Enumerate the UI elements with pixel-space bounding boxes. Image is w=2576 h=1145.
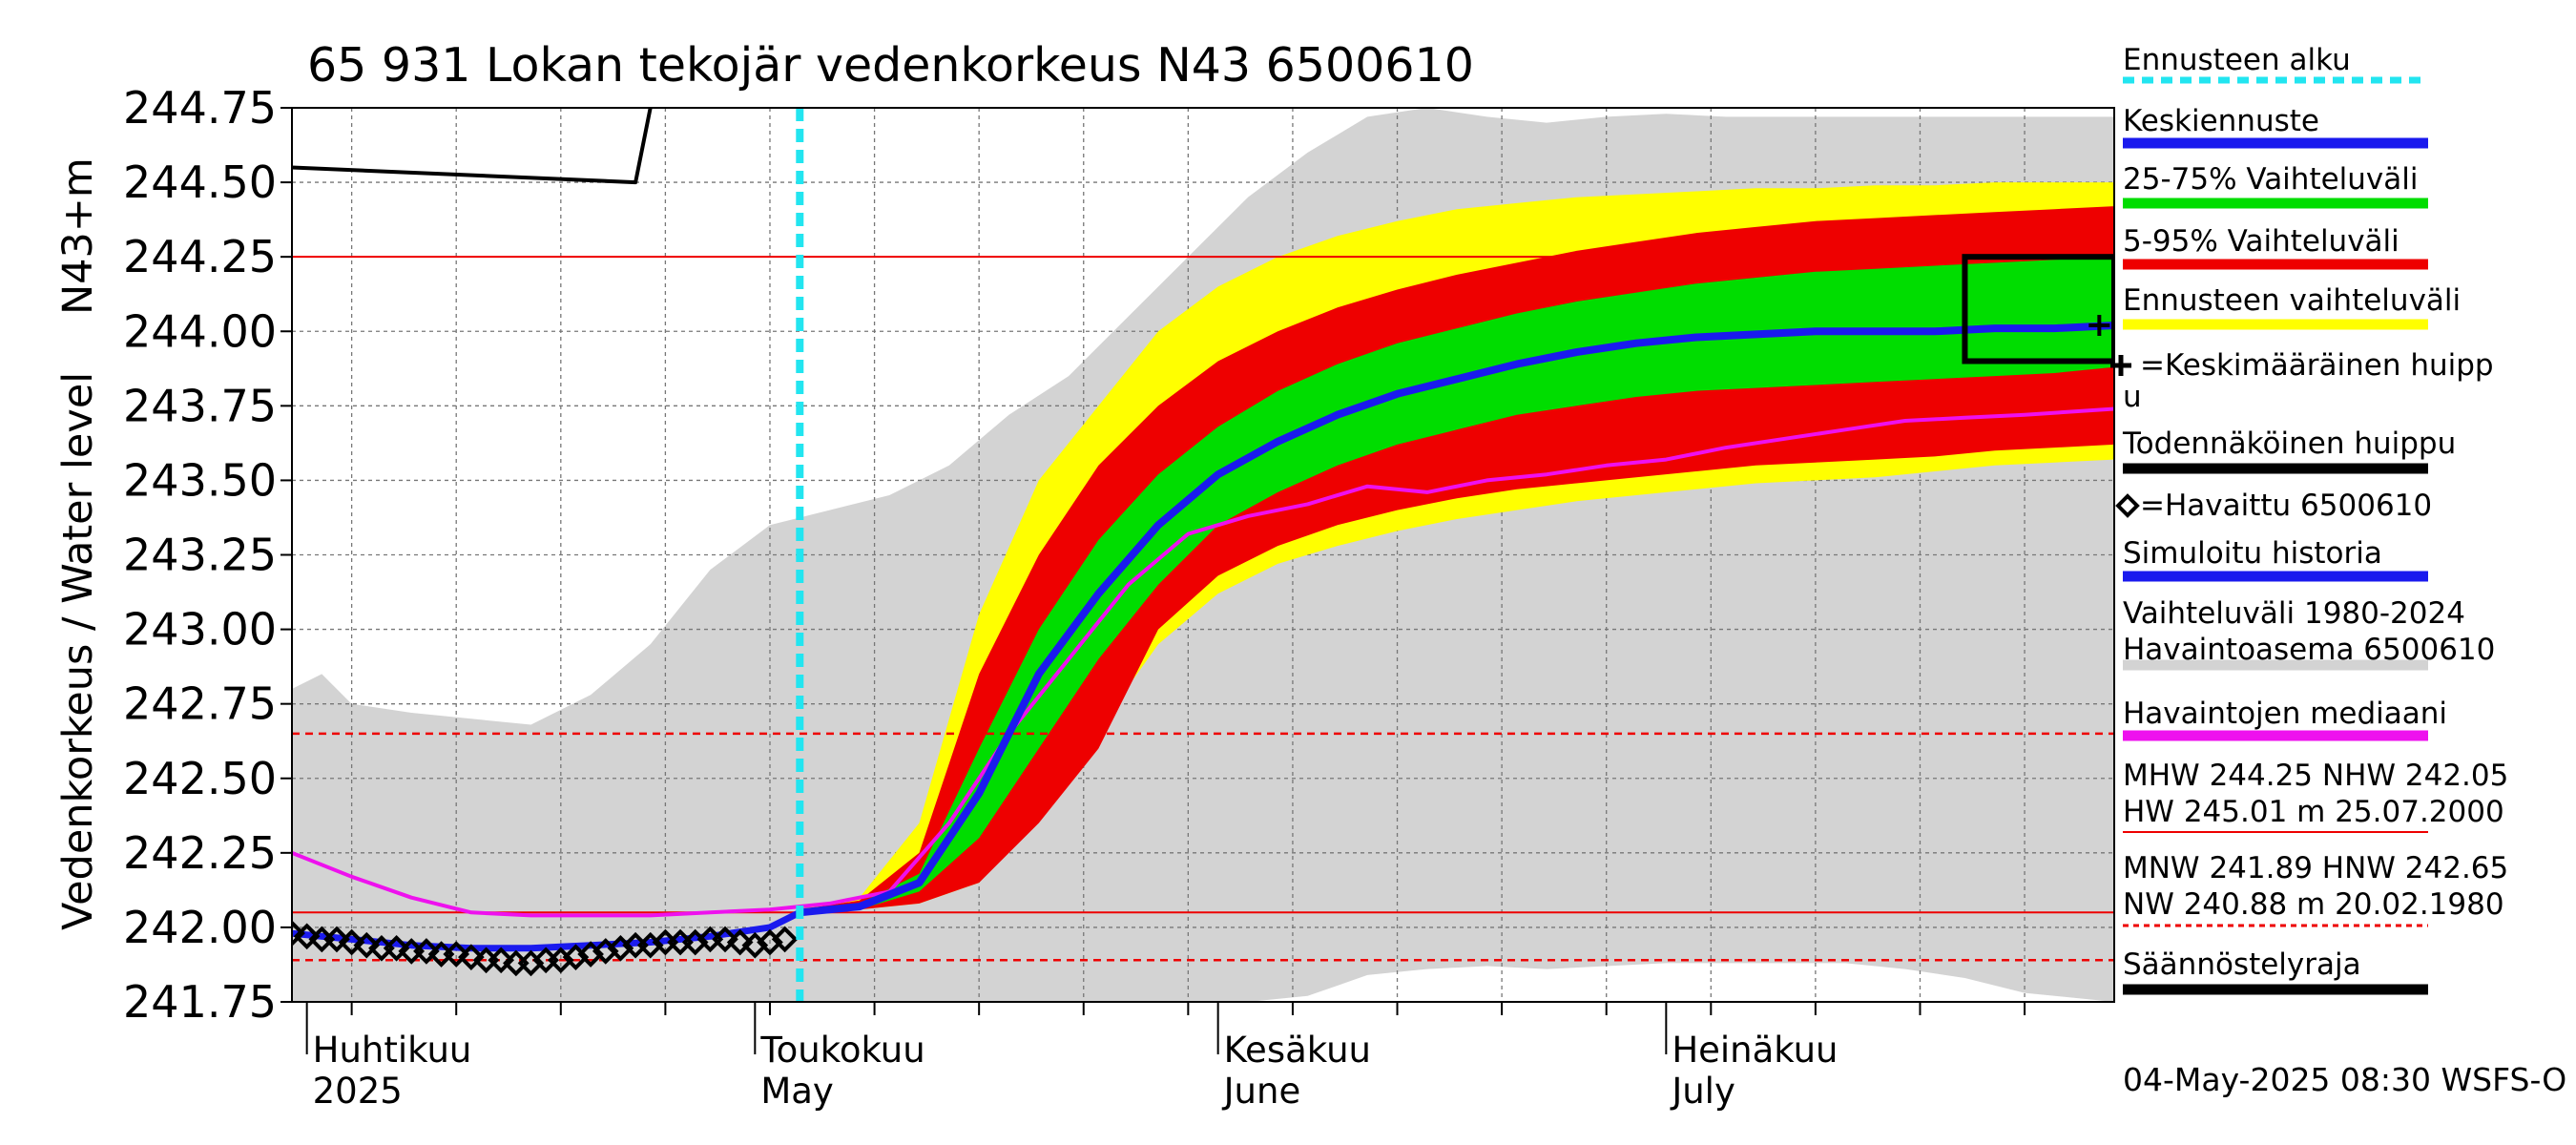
legend-label: 5-95% Vaihteluväli [2123,224,2399,259]
peak-box [1962,254,2114,364]
legend-label-2: HW 245.01 m 25.07.2000 [2123,795,2504,829]
y-tick-label: 242.75 [123,678,277,730]
legend-label: Ennusteen vaihteluväli [2123,283,2461,318]
legend-label: Säännöstelyraja [2123,947,2361,982]
observation-point [338,928,365,956]
y-tick-label: 243.50 [123,454,277,506]
y-tick-label: 243.00 [123,604,277,656]
probable-peak-line [292,108,653,185]
y-axis-label: Vedenkorkeus / Water level [54,372,102,930]
observation-point [353,931,381,959]
observation-point [712,926,738,953]
x-month-sublabel: May [760,1071,834,1112]
observation-point [293,923,321,950]
y-tick-label: 241.75 [123,976,277,1028]
legend-label-2: NW 240.88 m 20.02.1980 [2123,887,2504,922]
y-tick-label: 243.25 [123,530,277,581]
legend-label: Todennäköinen huippu [2122,427,2456,461]
y-tick-label: 242.50 [123,753,277,804]
mean-peak-marker [2088,315,2110,337]
observation-point [323,926,350,953]
observation-point [413,938,440,965]
plot-area [291,107,2115,1003]
y-tick-label: 242.25 [123,827,277,879]
x-month-label: Toukokuu [759,1030,924,1071]
plot-clip-group [292,108,2114,1002]
legend-label: Keskiennuste [2123,104,2319,138]
legend-plus-icon [2110,355,2131,376]
legend-label: Vaihteluväli 1980-2024 [2123,596,2465,631]
x-month-sublabel: 2025 [313,1071,403,1112]
observation-point [771,926,799,953]
footer-timestamp: 04-May-2025 08:30 WSFS-O [2123,1061,2566,1098]
x-month-label: Heinäkuu [1672,1030,1838,1071]
y-tick-label: 244.00 [123,305,277,357]
observation-point [443,941,470,968]
observation-point [292,920,305,947]
x-month-label: Huhtikuu [313,1030,472,1071]
legend-label: =Havaittu 6500610 [2140,489,2432,523]
mean-forecast-line [799,322,2114,917]
legend-diamond-icon [2115,493,2140,518]
x-month-sublabel: July [1670,1071,1735,1112]
y-axis: 241.75 242.00 242.25 242.50 242.75 243.00 243.… [123,82,292,1028]
y-tick-label: 243.75 [123,380,277,431]
observation-point [383,934,410,962]
observation-point [488,947,515,974]
x-month-sublabel: June [1222,1071,1301,1112]
legend-label: MNW 241.89 HNW 242.65 [2123,851,2508,885]
y-tick-label: 242.00 [123,902,277,953]
y-axis-unit-label: N43+m [54,157,102,315]
observation-point [726,928,754,956]
legend-label: MHW 244.25 NHW 242.05 [2123,759,2508,793]
band-25-75 [800,257,2114,913]
observation-point [458,944,485,970]
legend-label: Havaintojen mediaani [2123,697,2447,731]
x-month-label: Kesäkuu [1224,1030,1371,1071]
median-history-line [292,406,2114,918]
legend-label: =Keskimääräinen huipp [2140,348,2494,383]
legend-label: 25-75% Vaihteluväli [2123,162,2419,197]
y-tick-label: 244.50 [123,156,277,208]
y-tick-label: 244.75 [123,82,277,134]
legend-label: Ennusteen alku [2123,43,2351,77]
legend: Ennusteen alku Keskiennuste 25-75% Vaihtel… [2110,43,2508,995]
chart-title: 65 931 Lokan tekojär vedenkorkeus N43 65… [307,38,1474,93]
legend-label-2: u [2123,380,2142,414]
legend-label: Simuloitu historia [2123,536,2382,571]
y-tick-label: 244.25 [123,231,277,282]
